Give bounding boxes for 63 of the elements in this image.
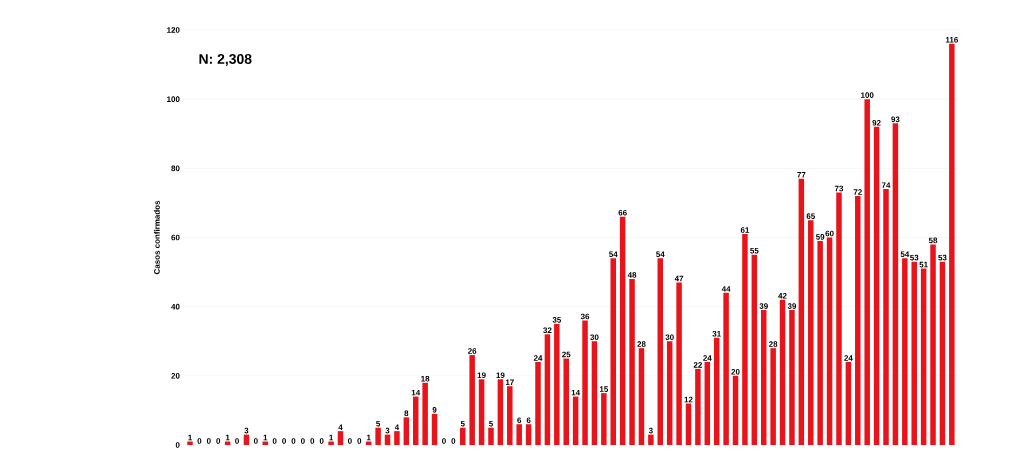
bar [563, 358, 569, 445]
bar [431, 413, 438, 445]
bar [337, 431, 344, 445]
bar [855, 195, 861, 445]
bar [497, 379, 504, 445]
bar [930, 244, 936, 445]
bar [685, 403, 692, 445]
bar [394, 431, 400, 445]
bar [601, 393, 607, 445]
bar [742, 234, 748, 445]
bar [572, 396, 579, 445]
bar [507, 386, 513, 445]
bar [836, 192, 842, 445]
bar [949, 43, 955, 445]
bar [516, 424, 522, 445]
bar [629, 278, 635, 445]
bar [478, 379, 485, 445]
bar [883, 189, 889, 445]
bar [939, 261, 946, 445]
bar [619, 216, 626, 445]
bar [422, 382, 428, 445]
bar [789, 310, 795, 445]
bar [328, 441, 334, 445]
bar [779, 299, 786, 445]
bar [412, 396, 419, 445]
bar [873, 126, 880, 445]
bar [892, 123, 899, 445]
bar [845, 361, 852, 445]
bar [610, 258, 616, 445]
bar [798, 178, 805, 445]
bar [554, 323, 560, 445]
bar [582, 320, 588, 445]
bar [695, 368, 701, 445]
bar [666, 341, 673, 445]
bar [488, 427, 494, 445]
bar [826, 237, 833, 445]
bar [732, 375, 739, 445]
bar [469, 355, 475, 445]
bar [713, 337, 720, 445]
bar [544, 334, 551, 445]
bar [375, 427, 381, 445]
annotation: N: 2,308 [199, 54, 252, 66]
bar [648, 434, 654, 445]
bar [525, 424, 532, 445]
bar [808, 220, 814, 445]
bar [723, 292, 729, 445]
bar [817, 240, 823, 445]
bar [864, 99, 870, 445]
bar [591, 341, 598, 445]
bar [535, 361, 541, 445]
bar [760, 310, 767, 445]
bar [902, 258, 908, 445]
bar [676, 282, 682, 445]
bar [460, 427, 466, 445]
bar [403, 417, 410, 445]
bar [751, 254, 758, 445]
bar [704, 361, 711, 445]
bar [911, 261, 917, 445]
bar [657, 258, 664, 445]
bar [638, 348, 645, 445]
bar [770, 348, 776, 445]
bar [920, 268, 927, 445]
bar [187, 441, 193, 445]
